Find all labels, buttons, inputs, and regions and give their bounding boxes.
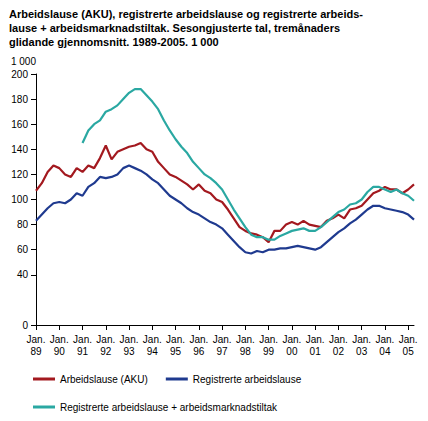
svg-text:02: 02 (333, 346, 345, 357)
svg-text:04: 04 (379, 346, 391, 357)
svg-text:glidande gjennomsnitt. 1989-20: glidande gjennomsnitt. 1989-2005. 1 000 (9, 36, 219, 48)
svg-text:Jan.: Jan. (189, 334, 208, 345)
svg-text:90: 90 (54, 346, 66, 357)
svg-text:05: 05 (403, 346, 415, 357)
svg-text:Jan.: Jan. (166, 334, 185, 345)
svg-text:Jan.: Jan. (329, 334, 348, 345)
svg-text:91: 91 (77, 346, 89, 357)
svg-text:120: 120 (11, 169, 28, 180)
svg-text:Jan.: Jan. (375, 334, 394, 345)
svg-text:Jan.: Jan. (282, 334, 301, 345)
svg-text:80: 80 (17, 219, 29, 230)
svg-text:Jan.: Jan. (96, 334, 115, 345)
svg-text:Jan.: Jan. (120, 334, 139, 345)
svg-text:Jan.: Jan. (50, 334, 69, 345)
svg-text:160: 160 (11, 119, 28, 130)
svg-text:lause + arbeidsmarknadstiltak.: lause + arbeidsmarknadstiltak. Sesongjus… (9, 22, 340, 34)
svg-text:00: 00 (286, 346, 298, 357)
svg-text:40: 40 (17, 269, 29, 280)
svg-text:99: 99 (263, 346, 275, 357)
svg-text:60: 60 (17, 244, 29, 255)
svg-text:92: 92 (100, 346, 112, 357)
svg-text:Jan.: Jan. (27, 334, 46, 345)
svg-text:0: 0 (22, 320, 28, 331)
svg-text:Jan.: Jan. (399, 334, 418, 345)
svg-text:01: 01 (310, 346, 322, 357)
svg-text:180: 180 (11, 94, 28, 105)
svg-text:96: 96 (193, 346, 205, 357)
svg-text:93: 93 (123, 346, 135, 357)
svg-text:Jan.: Jan. (143, 334, 162, 345)
svg-text:98: 98 (240, 346, 252, 357)
svg-text:Jan.: Jan. (73, 334, 92, 345)
svg-text:03: 03 (356, 346, 368, 357)
svg-text:140: 140 (11, 144, 28, 155)
svg-text:Arbeidslause (AKU), registrert: Arbeidslause (AKU), registrerte arbeidsl… (9, 8, 363, 20)
svg-text:Jan.: Jan. (352, 334, 371, 345)
svg-text:Jan.: Jan. (213, 334, 232, 345)
svg-text:97: 97 (217, 346, 229, 357)
svg-text:95: 95 (170, 346, 182, 357)
svg-text:Arbeidslause (AKU): Arbeidslause (AKU) (60, 374, 148, 385)
svg-text:Registrerte arbeidslause: Registrerte arbeidslause (193, 374, 302, 385)
svg-text:Jan.: Jan. (306, 334, 325, 345)
svg-text:94: 94 (147, 346, 159, 357)
svg-text:Jan.: Jan. (259, 334, 278, 345)
svg-text:100: 100 (11, 194, 28, 205)
svg-text:89: 89 (30, 346, 42, 357)
svg-text:Jan.: Jan. (236, 334, 255, 345)
svg-text:Registrerte arbeidslause + arb: Registrerte arbeidslause + arbeidsmarkna… (60, 402, 278, 413)
svg-text:200: 200 (11, 69, 28, 80)
svg-text:1 000: 1 000 (11, 56, 36, 67)
